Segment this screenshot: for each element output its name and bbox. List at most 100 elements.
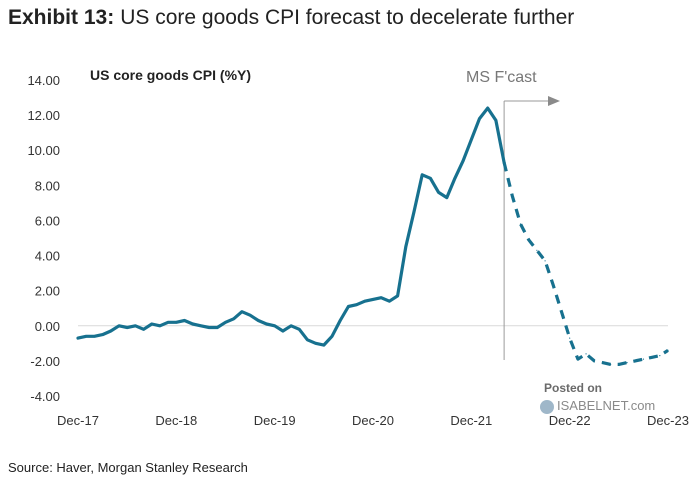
forecast-point: [642, 358, 645, 360]
actual-point: [233, 318, 235, 320]
forecast-point: [651, 356, 653, 358]
forecast-point: [585, 353, 587, 355]
actual-point: [462, 160, 464, 162]
actual-point: [265, 323, 268, 325]
forecast-point: [544, 260, 546, 262]
actual-point: [77, 337, 79, 339]
x-tick-label: Dec-19: [254, 413, 296, 428]
actual-point: [495, 119, 497, 121]
actual-point: [487, 107, 489, 109]
actual-point: [200, 325, 202, 327]
actual-point: [339, 319, 341, 322]
actual-point: [323, 344, 325, 346]
actual-point: [290, 325, 292, 327]
y-tick-label: 10.00: [27, 143, 60, 158]
watermark: Posted on ISABELNET.com: [540, 381, 655, 414]
actual-point: [421, 174, 423, 176]
actual-point: [249, 314, 251, 316]
forecast-point: [634, 360, 636, 362]
actual-point: [364, 300, 366, 302]
y-tick-label: 0.00: [35, 319, 60, 334]
forecast-point: [560, 311, 563, 313]
y-tick-label: 12.00: [27, 108, 60, 123]
actual-point: [110, 330, 112, 332]
chart-title-bar: Exhibit 13: US core goods CPI forecast to…: [8, 6, 574, 30]
exhibit-number: Exhibit 13:: [8, 6, 115, 29]
forecast-point: [536, 249, 538, 251]
forecast-point: [552, 284, 554, 286]
watermark-site: ISABELNET.com: [557, 398, 656, 413]
actual-point: [118, 325, 120, 327]
forecast-label: MS F'cast: [466, 69, 537, 86]
actual-point: [372, 298, 374, 301]
actual-point: [142, 328, 145, 330]
actual-series-line: [76, 106, 506, 347]
actual-point: [470, 139, 472, 141]
forecast-point: [577, 358, 579, 360]
watermark-line1: Posted on: [544, 381, 603, 395]
y-tick-label: 8.00: [35, 178, 60, 193]
forecast-point: [601, 362, 604, 364]
actual-point: [93, 335, 95, 337]
actual-point: [175, 321, 177, 323]
actual-point: [380, 297, 382, 299]
y-tick-label: 14.00: [27, 73, 60, 88]
forecast-point: [569, 337, 571, 339]
actual-point: [151, 323, 153, 325]
actual-point: [167, 321, 169, 323]
actual-point: [454, 177, 456, 179]
forecast-arrow-head: [548, 96, 560, 106]
y-tick-label: -4.00: [30, 389, 60, 404]
forecast-point: [503, 161, 505, 164]
actual-point: [192, 323, 194, 325]
actual-point: [413, 211, 415, 213]
x-tick-label: Dec-20: [352, 413, 394, 428]
exhibit-subtitle: US core goods CPI forecast to decelerate…: [120, 6, 575, 29]
y-tick-label: -2.00: [30, 354, 60, 369]
actual-point: [396, 295, 399, 297]
forecast-point: [618, 363, 620, 365]
x-tick-label: Dec-18: [155, 413, 197, 428]
actual-point: [208, 326, 210, 329]
actual-point: [331, 335, 333, 337]
forecast-point: [511, 195, 513, 197]
forecast-point: [610, 363, 612, 365]
forecast-point: [593, 360, 595, 362]
actual-point: [478, 118, 481, 120]
actual-point: [85, 335, 87, 337]
actual-point: [315, 342, 317, 344]
actual-point: [356, 304, 358, 306]
actual-point: [183, 319, 186, 322]
forecast-point: [667, 349, 669, 351]
forecast-point: [626, 362, 628, 364]
actual-point: [257, 319, 259, 322]
actual-point: [224, 321, 227, 323]
actual-point: [274, 325, 276, 327]
forecast-point: [528, 239, 530, 241]
actual-point: [134, 325, 136, 327]
actual-point: [388, 300, 390, 302]
source-note: Source: Haver, Morgan Stanley Research: [8, 460, 248, 475]
x-tick-label: Dec-23: [647, 413, 689, 428]
y-tick-label: 2.00: [35, 284, 60, 299]
y-tick-label: 4.00: [35, 249, 60, 264]
forecast-series-line: [502, 162, 669, 366]
actual-point: [241, 311, 243, 313]
actual-point: [101, 333, 104, 336]
actual-point: [282, 330, 284, 332]
x-tick-label: Dec-17: [57, 413, 99, 428]
actual-point: [126, 326, 128, 329]
actual-point: [159, 325, 161, 327]
watermark-line2: ISABELNET.com: [540, 398, 655, 414]
actual-point: [347, 305, 350, 308]
x-tick-label: Dec-22: [549, 413, 591, 428]
actual-point: [216, 326, 218, 329]
actual-point: [405, 246, 407, 248]
actual-point: [298, 328, 300, 330]
actual-point: [446, 197, 448, 199]
actual-point: [306, 339, 309, 341]
actual-point: [437, 191, 440, 193]
forecast-point: [519, 223, 522, 225]
globe-icon: [540, 399, 554, 414]
